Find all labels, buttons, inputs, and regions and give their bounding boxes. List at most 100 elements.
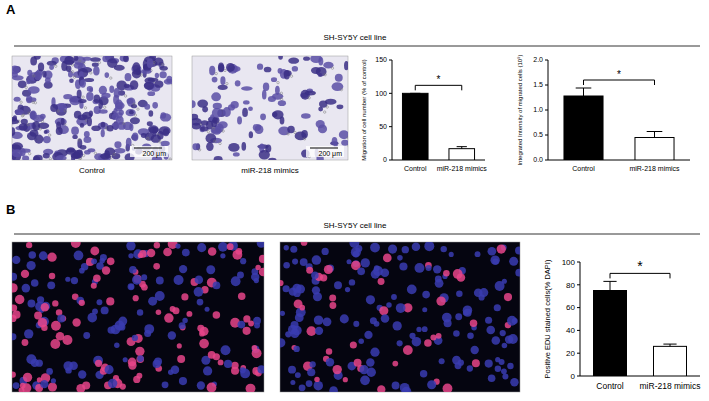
nucleus [280, 311, 285, 316]
cell [14, 97, 21, 102]
cell [278, 56, 283, 60]
nucleus [478, 294, 484, 300]
cell [149, 127, 159, 133]
nucleus [136, 355, 144, 363]
nucleus [312, 255, 322, 265]
cell [161, 141, 170, 146]
micrograph [8, 238, 267, 393]
y-tick [577, 376, 580, 377]
pore [73, 76, 75, 78]
cell [43, 136, 51, 143]
nucleus [301, 242, 308, 246]
nucleus [90, 247, 99, 256]
pore [280, 98, 282, 100]
nucleus [203, 366, 212, 375]
cell [305, 91, 316, 96]
cell [206, 133, 217, 143]
nucleus [26, 354, 36, 364]
nucleus [65, 277, 70, 282]
nucleus [224, 360, 232, 368]
nucleus [21, 270, 29, 278]
nucleus [22, 284, 31, 293]
nucleus [179, 377, 187, 385]
pore [215, 72, 217, 74]
nucleus [128, 283, 135, 290]
pore [113, 153, 115, 155]
y-axis [392, 60, 393, 160]
cell [237, 116, 242, 124]
y-tick [545, 60, 548, 61]
cell [332, 137, 338, 145]
cell [335, 74, 343, 82]
cell [211, 120, 217, 127]
pore [98, 61, 100, 63]
y-tick [577, 284, 580, 285]
nucleus [259, 268, 264, 277]
cell [141, 133, 147, 138]
cell [192, 100, 196, 108]
nucleus [334, 281, 342, 289]
pore [290, 75, 292, 77]
y-axis-title: Migration of cell number (% of control) [361, 59, 367, 160]
y-tick [545, 85, 548, 86]
y-tick-label: 100 [375, 90, 387, 97]
nucleus [129, 284, 134, 289]
nucleus [314, 381, 323, 390]
cell [115, 106, 123, 112]
cell [71, 126, 79, 134]
nucleus [280, 280, 284, 286]
cell [192, 123, 201, 130]
nucleus [393, 321, 402, 330]
pore [21, 115, 23, 117]
cell [257, 63, 263, 69]
y-tick-label: 0 [383, 156, 387, 163]
nucleus [27, 300, 35, 308]
nucleus [433, 265, 441, 273]
pore [326, 106, 328, 108]
nucleus [392, 382, 400, 390]
nucleus [504, 293, 512, 301]
nucleus [174, 275, 184, 285]
nucleus [502, 279, 507, 284]
cell [325, 99, 337, 105]
error-cap [663, 344, 676, 345]
nucleus [163, 248, 172, 257]
nucleus [455, 313, 462, 320]
nucleus [415, 263, 425, 273]
cell [101, 129, 105, 137]
nucleus [439, 358, 445, 364]
nucleus [164, 313, 173, 322]
nucleus [391, 294, 397, 300]
nucleus [299, 384, 306, 391]
nucleus [370, 243, 380, 253]
nucleus [343, 377, 348, 382]
error-cap [647, 131, 663, 132]
nucleus [248, 321, 254, 327]
scale-bar [134, 148, 162, 149]
cell [74, 62, 83, 68]
y-tick-label: 1.0 [533, 106, 543, 113]
pore [57, 110, 59, 112]
cell [63, 94, 72, 99]
error-cap [603, 281, 616, 282]
nucleus [358, 338, 364, 344]
pore [84, 107, 86, 109]
nucleus [320, 274, 327, 281]
nucleus [515, 247, 520, 255]
nucleus [206, 265, 215, 274]
nucleus [512, 318, 518, 324]
cell [152, 102, 158, 109]
nucleus [50, 339, 60, 349]
error-stem [583, 88, 584, 96]
cell [303, 57, 310, 61]
pore [147, 137, 149, 139]
cell [341, 140, 348, 146]
nucleus [79, 300, 85, 306]
cell [30, 130, 39, 137]
nucleus [181, 293, 188, 300]
x-tick-label: miR-218 mimics [629, 165, 680, 172]
nucleus [137, 309, 143, 315]
cell [87, 86, 93, 92]
nucleus [24, 329, 33, 338]
cell [233, 152, 240, 156]
